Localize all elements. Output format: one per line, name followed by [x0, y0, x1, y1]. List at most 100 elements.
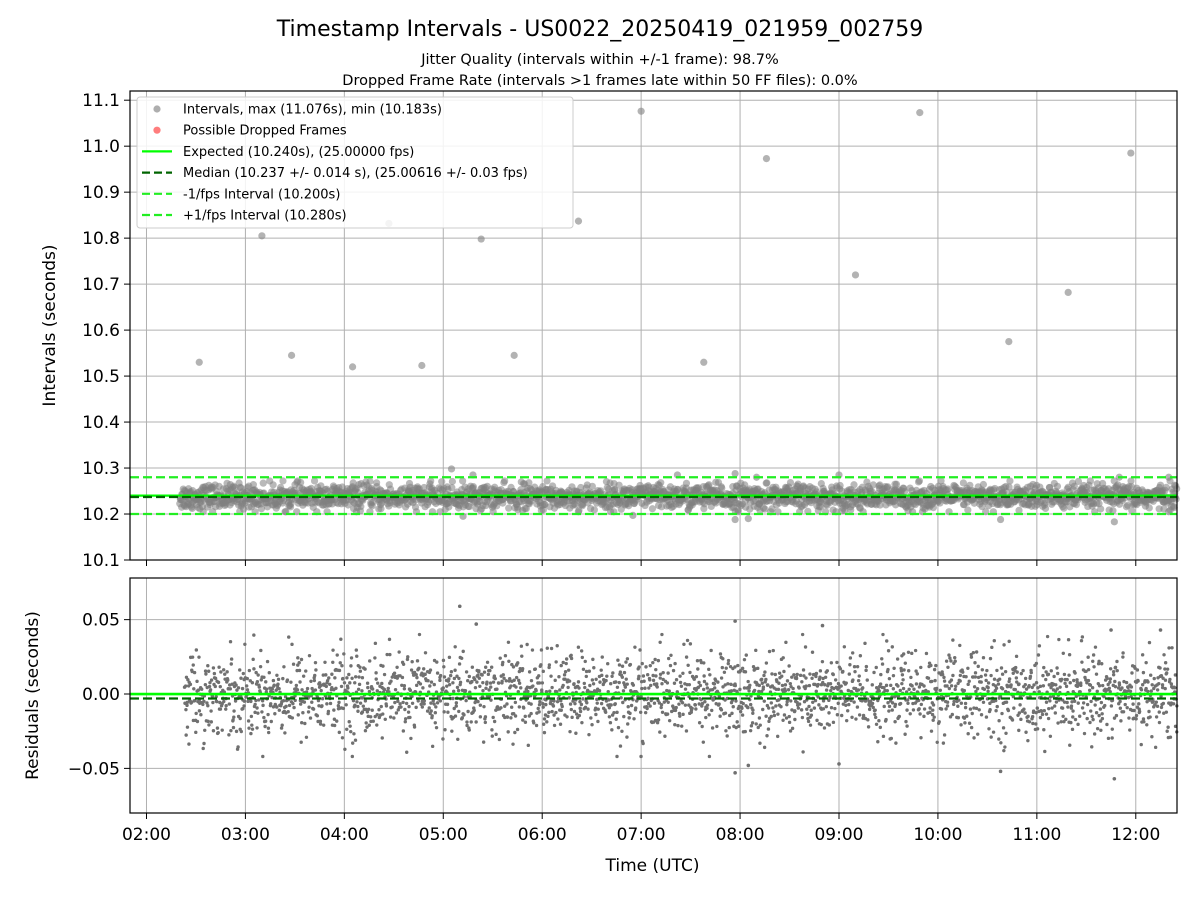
residual-point — [1072, 699, 1077, 703]
residual-point — [844, 681, 848, 685]
residual-point — [255, 706, 259, 710]
residual-point — [287, 703, 292, 708]
interval-outlier-point — [851, 271, 860, 279]
residual-point — [539, 648, 544, 652]
residual-point — [291, 662, 296, 666]
residual-point — [842, 645, 847, 649]
chart-title: Timestamp Intervals - US0022_20250419_02… — [276, 17, 923, 42]
residual-point — [1171, 702, 1176, 706]
residual-point — [971, 650, 976, 655]
residual-point — [606, 662, 610, 666]
residual-point — [341, 706, 346, 711]
residual-point — [276, 677, 281, 682]
residual-point — [1062, 672, 1067, 677]
residual-outlier-point — [474, 622, 479, 626]
residual-point — [815, 718, 819, 723]
residual-point — [674, 678, 679, 682]
residual-point — [929, 663, 933, 668]
interval-outlier-point — [287, 351, 296, 359]
residual-point — [202, 741, 206, 746]
residual-point — [286, 710, 290, 714]
residual-point — [622, 670, 627, 675]
xtick-label: 04:00 — [320, 825, 369, 845]
residual-point — [839, 684, 843, 688]
residual-point — [1013, 687, 1018, 692]
residual-point — [375, 723, 379, 727]
interval-point — [966, 481, 974, 489]
residual-point — [353, 681, 357, 685]
residual-point — [660, 632, 664, 637]
residual-point — [611, 671, 615, 675]
residual-point — [1031, 721, 1035, 726]
residual-point — [747, 689, 751, 693]
residuals-ytick-label: 0.00 — [82, 685, 120, 705]
residual-point — [522, 706, 526, 710]
residual-point — [1134, 717, 1138, 721]
residual-point — [648, 704, 652, 708]
residual-point — [666, 671, 670, 675]
residual-point — [1080, 706, 1085, 710]
residual-point — [236, 686, 241, 690]
residual-point — [417, 632, 422, 637]
residual-point — [304, 735, 309, 739]
residual-point — [539, 663, 543, 667]
residual-point — [1139, 688, 1144, 692]
residual-point — [441, 658, 446, 663]
residual-point — [894, 741, 898, 745]
residual-point — [342, 652, 346, 656]
residual-point — [661, 670, 665, 675]
residual-point — [187, 742, 191, 746]
residual-point — [1048, 699, 1052, 703]
residual-point — [1055, 666, 1059, 670]
residual-point — [919, 736, 923, 740]
residual-point — [240, 686, 245, 691]
interval-point — [850, 481, 858, 489]
residual-point — [1058, 685, 1062, 689]
residual-point — [626, 722, 630, 726]
residual-point — [966, 732, 970, 736]
residual-point — [1115, 668, 1119, 673]
residual-point — [573, 701, 577, 706]
residual-point — [900, 681, 904, 686]
residual-point — [1009, 683, 1013, 687]
residual-point — [633, 645, 637, 649]
interval-point — [445, 503, 453, 511]
residual-point — [1006, 708, 1011, 713]
residual-point — [299, 740, 303, 744]
interval-outlier-point — [447, 465, 456, 473]
residual-point — [740, 706, 744, 711]
residual-point — [780, 674, 784, 678]
residual-point — [944, 707, 948, 711]
residual-point — [464, 670, 469, 674]
residual-point — [1029, 670, 1033, 675]
residual-point — [266, 712, 270, 717]
residual-point — [783, 689, 788, 693]
residual-point — [207, 723, 211, 727]
interval-point — [817, 503, 825, 511]
residual-point — [423, 672, 427, 677]
residual-point — [211, 700, 215, 705]
residual-point — [770, 672, 774, 676]
residual-point — [495, 687, 499, 691]
residual-point — [454, 704, 458, 708]
residuals-point-cloud — [182, 632, 1179, 759]
residual-point — [555, 699, 560, 704]
residual-point — [305, 686, 310, 691]
residual-point — [1080, 660, 1084, 664]
residual-point — [901, 678, 905, 682]
residual-point — [323, 660, 327, 664]
residual-point — [1105, 676, 1109, 681]
residual-point — [1071, 715, 1075, 719]
residual-point — [570, 715, 574, 720]
residual-point — [485, 660, 490, 664]
residual-point — [981, 656, 986, 660]
residual-point — [381, 712, 385, 716]
residual-point — [1123, 702, 1127, 707]
residual-point — [799, 708, 804, 712]
residual-point — [545, 646, 549, 650]
residual-point — [740, 666, 745, 671]
residual-point — [481, 740, 486, 744]
residual-point — [473, 685, 478, 690]
residual-point — [790, 726, 795, 731]
interval-outlier-point — [1127, 149, 1135, 157]
